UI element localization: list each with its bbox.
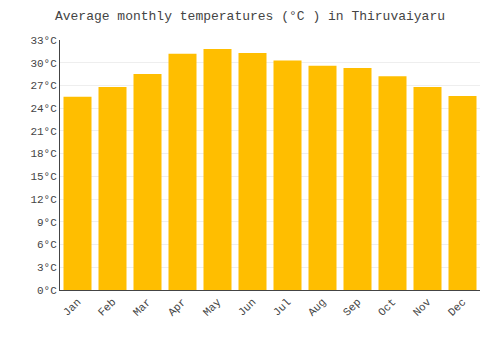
svg-text:30°C: 30°C bbox=[30, 58, 57, 70]
svg-text:Dec: Dec bbox=[446, 296, 468, 318]
svg-text:May: May bbox=[201, 296, 224, 319]
svg-text:Aug: Aug bbox=[306, 296, 328, 318]
svg-text:Mar: Mar bbox=[131, 296, 153, 318]
svg-text:24°C: 24°C bbox=[30, 103, 57, 115]
svg-text:Sep: Sep bbox=[341, 296, 363, 318]
svg-text:Oct: Oct bbox=[376, 296, 398, 318]
svg-text:21°C: 21°C bbox=[30, 126, 57, 138]
svg-text:18°C: 18°C bbox=[30, 148, 57, 160]
svg-text:0°C: 0°C bbox=[37, 285, 57, 297]
svg-text:Jan: Jan bbox=[61, 296, 83, 318]
svg-text:33°C: 33°C bbox=[30, 35, 57, 47]
svg-text:6°C: 6°C bbox=[37, 239, 57, 251]
svg-text:Apr: Apr bbox=[166, 296, 188, 318]
svg-text:12°C: 12°C bbox=[30, 194, 57, 206]
svg-text:Feb: Feb bbox=[96, 296, 118, 318]
svg-text:Jun: Jun bbox=[236, 296, 258, 318]
svg-text:Jul: Jul bbox=[271, 296, 293, 318]
svg-text:9°C: 9°C bbox=[37, 217, 57, 229]
svg-text:Nov: Nov bbox=[411, 296, 434, 319]
svg-text:27°C: 27°C bbox=[30, 80, 57, 92]
svg-text:15°C: 15°C bbox=[30, 171, 57, 183]
svg-text:3°C: 3°C bbox=[37, 262, 57, 274]
svg-text:Average monthly temperatures (: Average monthly temperatures (°C ) in Th… bbox=[55, 9, 445, 24]
